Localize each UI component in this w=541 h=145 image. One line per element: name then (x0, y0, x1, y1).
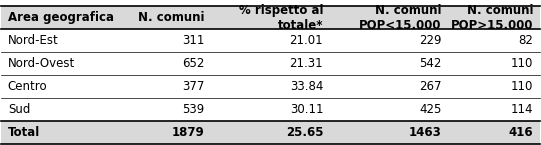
Text: N. comuni
POP<15.000: N. comuni POP<15.000 (359, 3, 441, 32)
Bar (2, 6, 539, 29)
Text: N. comuni
POP>15.000: N. comuni POP>15.000 (451, 3, 533, 32)
Text: 267: 267 (419, 80, 441, 93)
Text: 377: 377 (182, 80, 205, 93)
Text: 1879: 1879 (172, 126, 205, 139)
Text: Centro: Centro (8, 80, 48, 93)
Bar (2, 121, 539, 144)
Text: Area geografica: Area geografica (8, 11, 114, 24)
Text: 652: 652 (182, 57, 205, 70)
Bar (2, 75, 539, 98)
Text: 114: 114 (511, 103, 533, 116)
Text: 539: 539 (182, 103, 205, 116)
Text: 542: 542 (419, 57, 441, 70)
Text: 21.31: 21.31 (289, 57, 323, 70)
Text: 1463: 1463 (409, 126, 441, 139)
Text: 82: 82 (518, 34, 533, 47)
Text: 229: 229 (419, 34, 441, 47)
Text: 110: 110 (511, 80, 533, 93)
Text: Total: Total (8, 126, 40, 139)
Bar (2, 29, 539, 52)
Text: 416: 416 (509, 126, 533, 139)
Text: 30.11: 30.11 (290, 103, 323, 116)
Text: 21.01: 21.01 (289, 34, 323, 47)
Text: Sud: Sud (8, 103, 30, 116)
Text: 425: 425 (419, 103, 441, 116)
Text: % rispetto al
totale*: % rispetto al totale* (239, 3, 323, 32)
Text: Nord-Est: Nord-Est (8, 34, 58, 47)
Text: 311: 311 (182, 34, 205, 47)
Text: 25.65: 25.65 (286, 126, 323, 139)
Text: N. comuni: N. comuni (138, 11, 205, 24)
Text: Nord-Ovest: Nord-Ovest (8, 57, 75, 70)
Text: 33.84: 33.84 (290, 80, 323, 93)
Text: 110: 110 (511, 57, 533, 70)
Bar (2, 52, 539, 75)
Bar (2, 98, 539, 121)
